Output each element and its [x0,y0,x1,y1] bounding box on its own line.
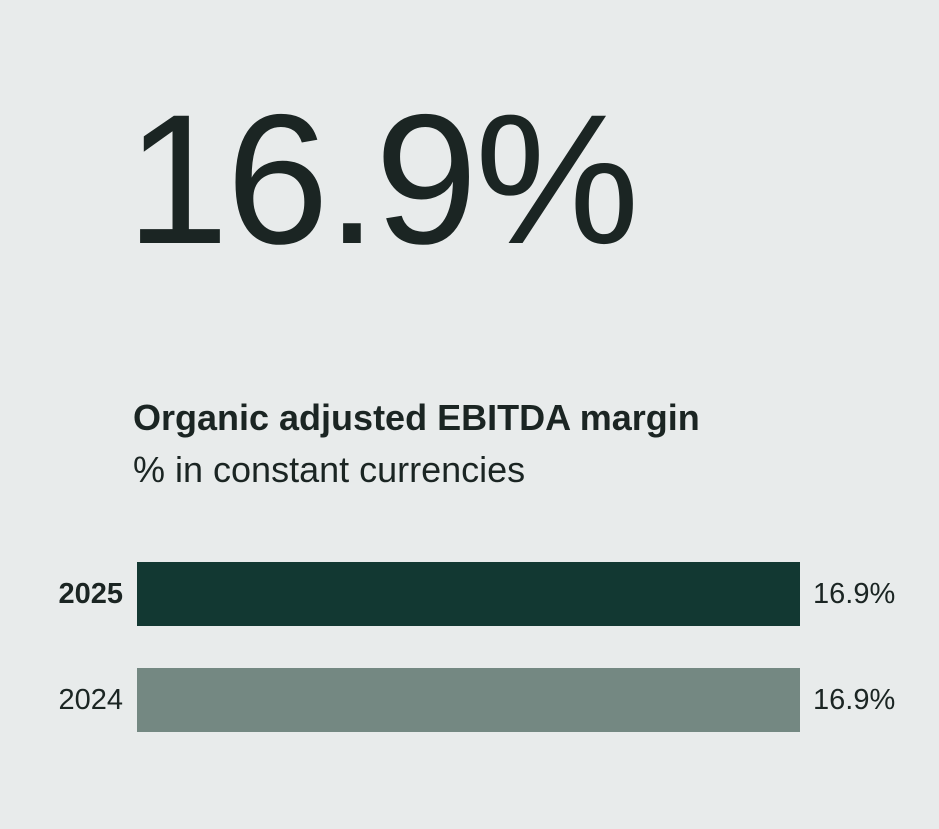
chart-title-block: Organic adjusted EBITDA margin % in cons… [133,392,700,496]
bar-row-2025: 2025 16.9% [0,562,939,626]
bar-2025 [137,562,800,626]
bar-track [137,562,800,626]
headline-stat-value: 16.9% [126,77,639,283]
bar-value-label: 16.9% [813,577,896,610]
bar-value-label: 16.9% [813,683,896,716]
chart-subtitle: % in constant currencies [133,449,526,490]
bar-category-label: 2025 [58,577,123,610]
bar-row-2024: 2024 16.9% [0,668,939,732]
bar-2024 [137,668,800,732]
chart-title: Organic adjusted EBITDA margin [133,397,700,438]
bar-category-label: 2024 [58,683,123,716]
bar-track [137,668,800,732]
